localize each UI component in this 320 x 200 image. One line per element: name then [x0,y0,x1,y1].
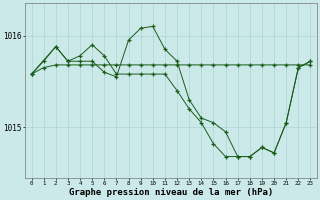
X-axis label: Graphe pression niveau de la mer (hPa): Graphe pression niveau de la mer (hPa) [69,188,273,197]
